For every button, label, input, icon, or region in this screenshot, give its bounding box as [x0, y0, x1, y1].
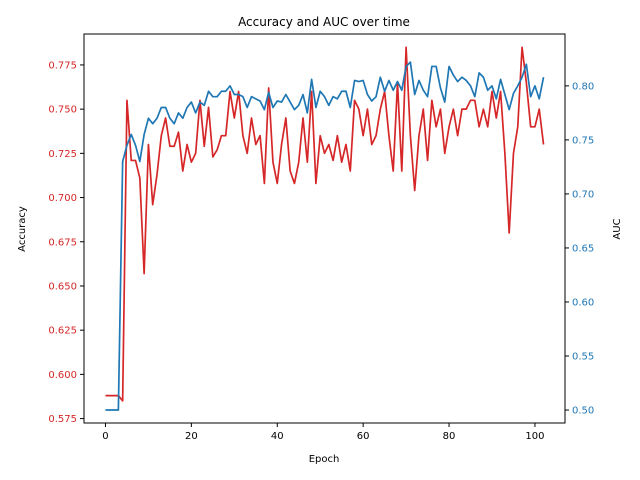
left-tick-label: 0.700: [48, 193, 77, 204]
right-tick-label: 0.70: [572, 189, 594, 200]
x-tick-label: 40: [271, 431, 284, 442]
accuracy-series-line: [105, 46, 545, 402]
left-tick-label: 0.675: [48, 237, 77, 248]
right-y-axis-label: AUC: [612, 218, 623, 239]
x-tick-label: 100: [525, 431, 544, 442]
series-layer: [105, 46, 545, 411]
right-tick-label: 0.75: [572, 135, 594, 146]
left-tick-label: 0.575: [48, 414, 77, 425]
right-tick-label: 0.80: [572, 81, 594, 92]
left-tick-label: 0.725: [48, 149, 77, 160]
x-axis-label: Epoch: [309, 454, 340, 465]
left-axis-ticks: 0.575 0.600 0.625 0.650 0.675 0.700 0.725 0.750…: [48, 60, 84, 425]
x-tick-label: 20: [185, 431, 198, 442]
left-tick-label: 0.775: [48, 60, 77, 71]
left-tick-label: 0.650: [48, 281, 77, 292]
x-tick-label: 60: [357, 431, 370, 442]
left-tick-label: 0.600: [48, 370, 77, 381]
x-tick-label: 80: [443, 431, 456, 442]
left-tick-label: 0.625: [48, 326, 77, 337]
left-tick-label: 0.750: [48, 105, 77, 116]
right-tick-label: 0.55: [572, 352, 594, 363]
right-tick-label: 0.65: [572, 243, 594, 254]
right-tick-label: 0.50: [572, 406, 594, 417]
x-axis-ticks: 0 20 40 60 80 100: [102, 423, 544, 442]
auc-series-line: [105, 61, 545, 411]
plot-frame: [83, 33, 566, 424]
right-axis-ticks: 0.50 0.55 0.60 0.65 0.70 0.75 0.80: [565, 81, 594, 417]
right-tick-label: 0.60: [572, 297, 594, 308]
left-y-axis-label: Accuracy: [17, 206, 28, 252]
chart-title: Accuracy and AUC over time: [238, 15, 410, 29]
x-tick-label: 0: [102, 431, 108, 442]
